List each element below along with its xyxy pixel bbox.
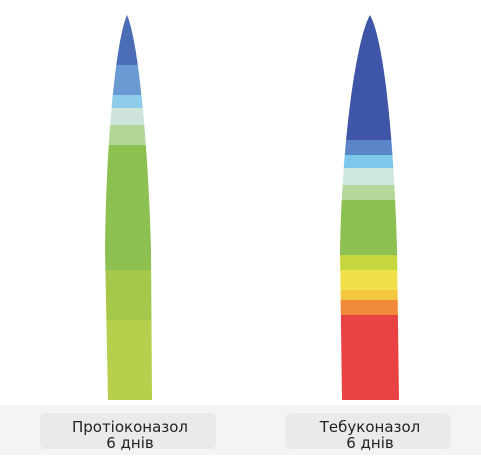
panel-label: Протіоконазол: [72, 418, 188, 436]
panel-sublabel: 6 днів: [106, 434, 154, 452]
label-box: [40, 413, 216, 449]
panel-label: Тебуконазол: [319, 418, 421, 436]
leaf-right: [340, 15, 399, 400]
label-box: [285, 413, 451, 449]
leaf-left: [105, 15, 152, 400]
panel-sublabel: 6 днів: [346, 434, 394, 452]
